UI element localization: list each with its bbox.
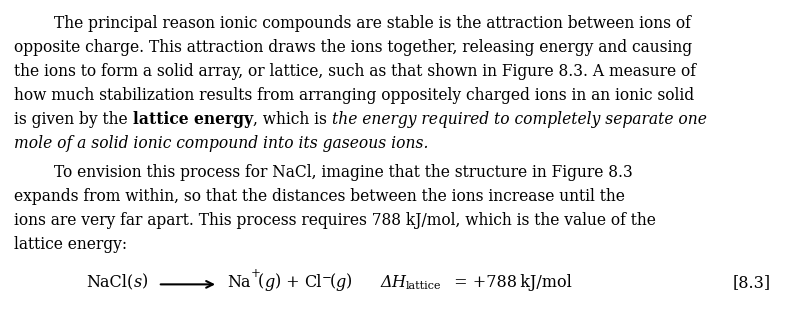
Text: g: g <box>336 274 346 291</box>
Text: Cl: Cl <box>304 274 322 291</box>
Text: , which is: , which is <box>253 111 332 128</box>
Text: Na: Na <box>227 274 251 291</box>
Text: +: + <box>280 274 304 291</box>
Text: −: − <box>322 270 332 283</box>
Text: +: + <box>251 267 261 280</box>
Text: ): ) <box>142 274 148 291</box>
Text: lattice energy: lattice energy <box>133 111 253 128</box>
Text: s: s <box>134 274 142 291</box>
Text: H: H <box>392 274 405 291</box>
Text: = +788 kJ/mol: = +788 kJ/mol <box>449 274 572 291</box>
Text: ions are very far apart. This process requires 788 kJ/mol, which is the value of: ions are very far apart. This process re… <box>14 213 656 229</box>
Text: how much stabilization results from arranging oppositely charged ions in an ioni: how much stabilization results from arra… <box>14 87 694 104</box>
Text: opposite charge. This attraction draws the ions together, releasing energy and c: opposite charge. This attraction draws t… <box>14 39 693 56</box>
Text: ): ) <box>275 274 280 291</box>
Text: (: ( <box>258 274 264 291</box>
Text: the ions to form a solid array, or lattice, such as that shown in Figure 8.3. A : the ions to form a solid array, or latti… <box>14 63 696 80</box>
Text: To envision this process for NaCl, imagine that the structure in Figure 8.3: To envision this process for NaCl, imagi… <box>54 164 634 181</box>
Text: lattice energy:: lattice energy: <box>14 237 127 253</box>
Text: g: g <box>264 274 275 291</box>
Text: the energy required to completely separate one: the energy required to completely separa… <box>332 111 706 128</box>
Text: lattice: lattice <box>405 281 441 291</box>
Text: ): ) <box>346 274 352 291</box>
Text: (: ( <box>329 274 336 291</box>
Text: NaCl(: NaCl( <box>87 274 134 291</box>
Text: expands from within, so that the distances between the ions increase until the: expands from within, so that the distanc… <box>14 188 626 205</box>
Text: mole of a solid ionic compound into its gaseous ions.: mole of a solid ionic compound into its … <box>14 135 429 152</box>
Text: is given by the: is given by the <box>14 111 133 128</box>
Text: The principal reason ionic compounds are stable is the attraction between ions o: The principal reason ionic compounds are… <box>54 15 691 32</box>
Text: [8.3]: [8.3] <box>733 274 771 291</box>
Text: Δ: Δ <box>380 274 392 291</box>
